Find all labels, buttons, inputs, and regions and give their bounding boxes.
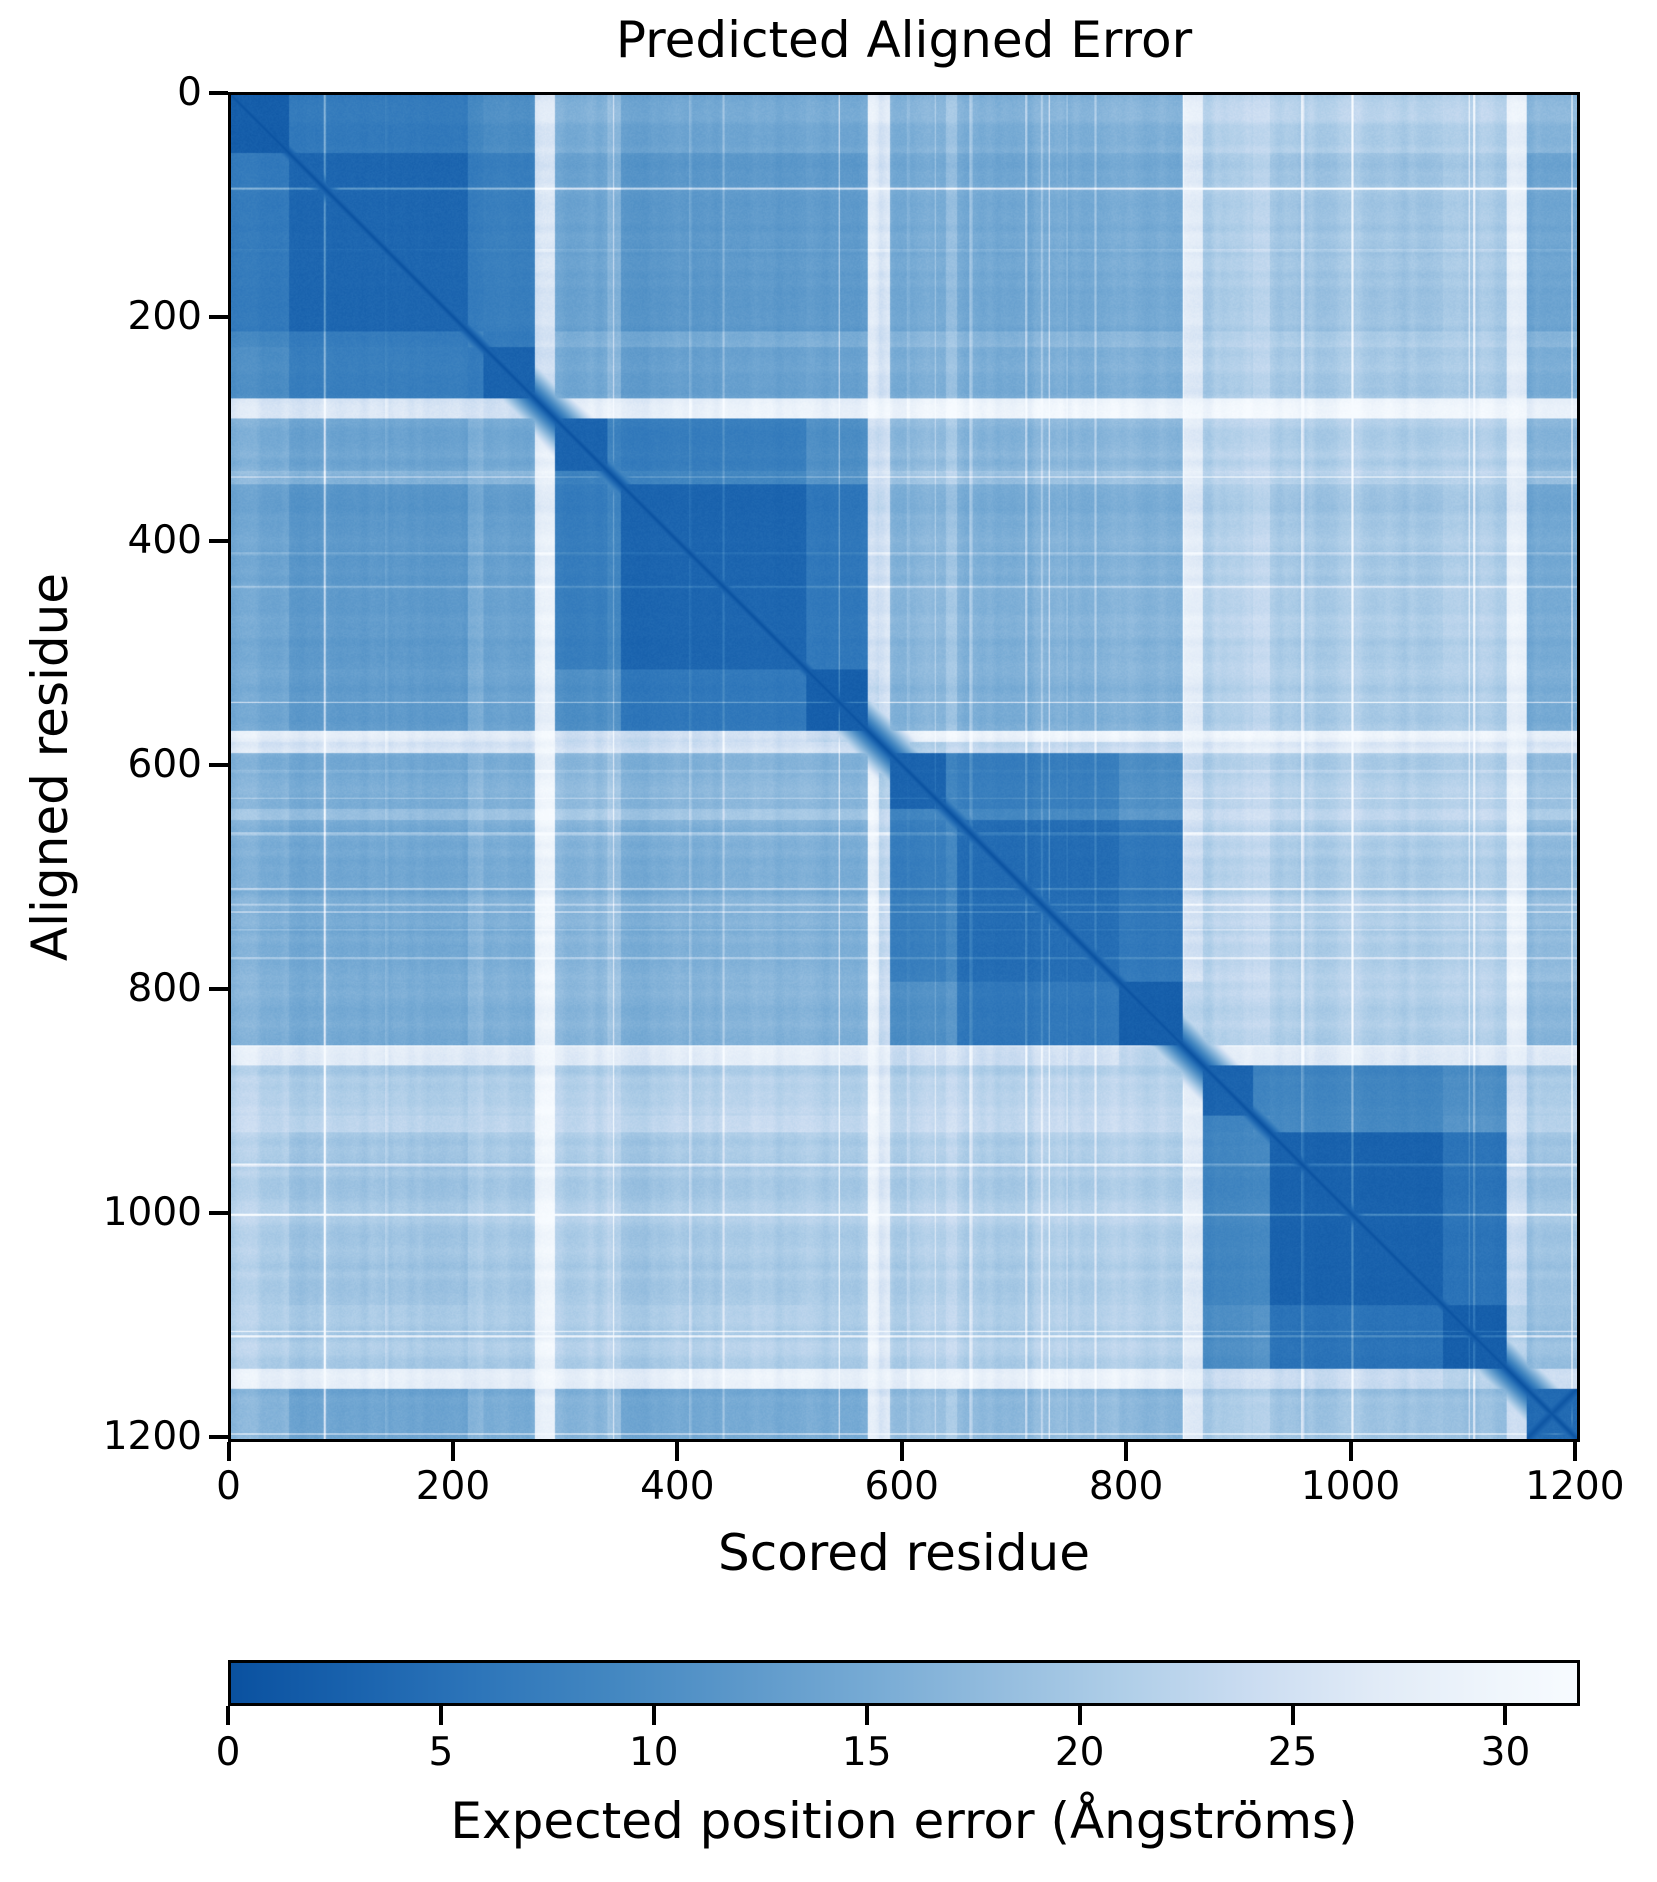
y-tick-label: 400 <box>127 517 202 563</box>
colorbar-tick-label: 5 <box>428 1730 454 1775</box>
x-tick-mark <box>1348 1442 1353 1461</box>
colorbar-tick-mark <box>651 1706 656 1725</box>
colorbar-tick-mark <box>1290 1706 1295 1725</box>
y-tick-mark <box>209 762 228 767</box>
x-tick-label: 1000 <box>1300 1464 1401 1509</box>
y-tick-mark <box>209 90 228 95</box>
x-tick-label: 200 <box>415 1464 491 1509</box>
x-tick-label: 0 <box>216 1464 241 1509</box>
x-tick-label: 1200 <box>1525 1464 1625 1509</box>
y-tick-label: 800 <box>127 965 202 1011</box>
x-tick-mark <box>675 1442 680 1461</box>
colorbar-label: Expected position error (Ångströms) <box>450 1792 1358 1850</box>
colorbar-tick-label: 30 <box>1480 1730 1531 1775</box>
y-tick-label: 200 <box>127 293 202 339</box>
colorbar-tick-label: 20 <box>1054 1730 1105 1775</box>
x-tick-label: 400 <box>640 1464 715 1509</box>
colorbar-tick-mark <box>1503 1706 1508 1725</box>
colorbar-tick-mark <box>438 1706 443 1725</box>
x-tick-mark <box>450 1442 455 1461</box>
x-tick-mark <box>1124 1442 1129 1461</box>
colorbar-tick-mark <box>226 1706 230 1725</box>
x-tick-mark <box>899 1442 904 1461</box>
y-tick-mark <box>209 314 228 319</box>
x-axis-label: Scored residue <box>717 1524 1091 1582</box>
heatmap-plot-area <box>228 92 1580 1442</box>
colorbar-tick-mark <box>1077 1706 1082 1725</box>
colorbar <box>228 1660 1580 1706</box>
x-tick-label: 600 <box>864 1464 939 1509</box>
y-tick-mark <box>209 1434 228 1439</box>
colorbar-tick-label: 0 <box>215 1730 241 1775</box>
x-tick-label: 800 <box>1088 1464 1164 1509</box>
x-tick-mark <box>1572 1442 1577 1461</box>
y-tick-mark <box>209 986 228 991</box>
colorbar-gradient <box>231 1663 1577 1703</box>
chart-title: Predicted Aligned Error <box>615 11 1193 69</box>
colorbar-tick-label: 25 <box>1267 1730 1318 1775</box>
y-tick-mark <box>209 1210 228 1215</box>
y-tick-label: 1200 <box>102 1413 202 1459</box>
y-tick-label: 1000 <box>102 1189 202 1235</box>
y-tick-label: 0 <box>177 69 202 115</box>
colorbar-tick-label: 15 <box>841 1730 892 1775</box>
colorbar-tick-label: 10 <box>628 1730 679 1775</box>
y-tick-mark <box>209 538 228 543</box>
pae-heatmap-image <box>231 95 1577 1439</box>
y-tick-label: 600 <box>127 741 202 787</box>
x-tick-mark <box>226 1442 231 1461</box>
colorbar-tick-mark <box>864 1706 869 1725</box>
